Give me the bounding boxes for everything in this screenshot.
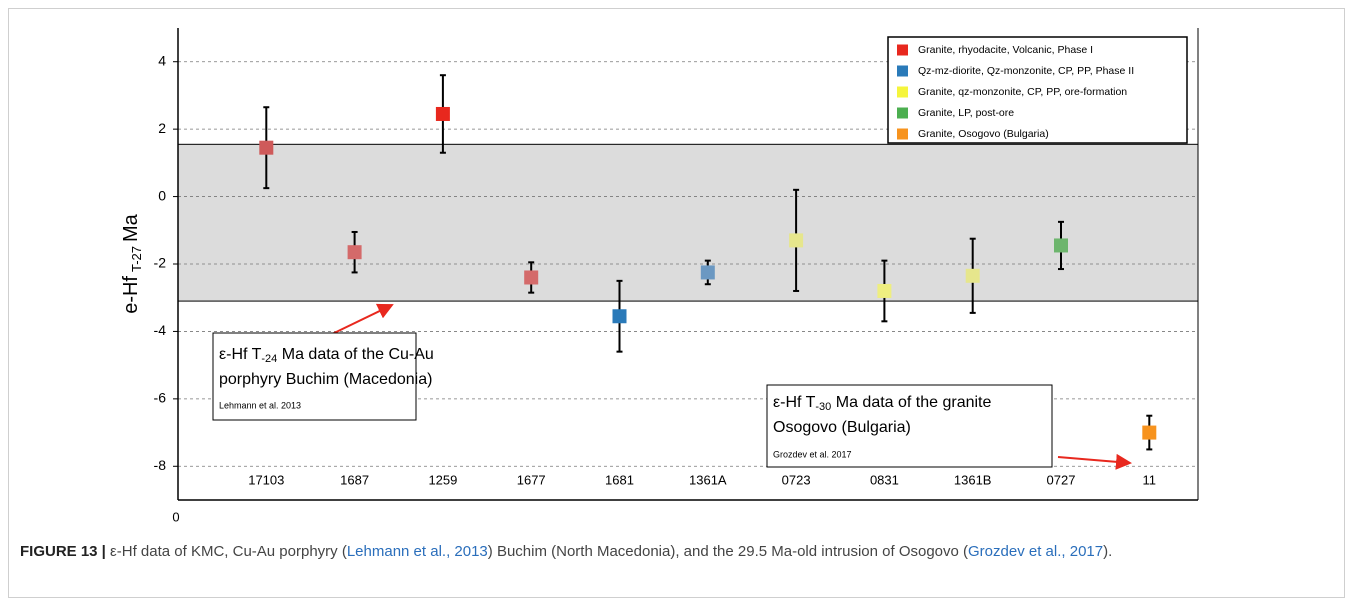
data-point — [347, 245, 362, 260]
x-tick-label: 1361A — [689, 472, 727, 487]
caption-link[interactable]: Lehmann et al., 2013 — [346, 543, 488, 560]
annotation-sub: -30 — [815, 401, 831, 413]
y-label-main: e-Hf — [120, 276, 142, 314]
chart: 0 e-Hf T-27 Ma Granite, rhyodacite, Volcan… — [120, 28, 1199, 524]
y-tick-label: 4 — [158, 52, 166, 68]
annotation-text: Ma data of the Cu-Au — [277, 346, 434, 363]
y-tick-label: 2 — [158, 120, 166, 136]
annotation-text: Ma data of the granite — [831, 394, 991, 411]
legend-label: Granite, qz-monzonite, CP, PP, ore-forma… — [918, 86, 1127, 98]
caption-label: FIGURE 13 | — [20, 543, 106, 560]
arrow — [329, 303, 394, 336]
legend-swatch — [897, 65, 908, 77]
x-tick-label: 17103 — [248, 472, 284, 487]
x-tick-label: 1681 — [605, 472, 634, 487]
x-tick-label: 1259 — [428, 472, 457, 487]
figure-caption: FIGURE 13 | ε-Hf data of KMC, Cu-Au porp… — [20, 540, 1330, 564]
data-point — [965, 268, 980, 283]
legend-swatch — [897, 86, 908, 98]
caption-text: ). — [1103, 543, 1113, 560]
annotation-sub: -24 — [261, 353, 277, 365]
legend-swatch — [897, 128, 908, 140]
legend-box — [887, 36, 1188, 144]
y-tick-label: 0 — [158, 187, 166, 203]
y-tick-label: -4 — [154, 322, 167, 338]
data-point — [524, 270, 539, 285]
x-tick-label: 0831 — [870, 472, 899, 487]
data-point — [1054, 238, 1068, 253]
annotation-box — [766, 384, 1053, 468]
x-tick-label: 0727 — [1047, 472, 1076, 487]
x-tick-label: 1687 — [340, 472, 369, 487]
y-tick-label: -6 — [154, 390, 167, 406]
figure-frame — [8, 8, 1345, 598]
annotation-line: ε-Hf T-30 Ma data of the granite — [773, 394, 992, 413]
annotation-ref: Grozdev et al. 2017 — [773, 449, 852, 459]
caption-text: ) Buchim (North Macedonia), and the 29.5… — [487, 543, 969, 560]
x-tick-label: 1361B — [954, 472, 992, 487]
reference-band — [177, 143, 1199, 302]
legend-swatch — [897, 107, 908, 119]
y-tick-label: -8 — [154, 457, 167, 473]
caption-link[interactable]: Grozdev et al., 2017 — [968, 543, 1104, 560]
legend-label: Granite, Osogovo (Bulgaria) — [918, 128, 1049, 140]
legend-label: Qz-mz-diorite, Qz-monzonite, CP, PP, Pha… — [918, 65, 1134, 77]
annotation-line: Osogovo (Bulgaria) — [773, 419, 911, 436]
annotation-ref: Lehmann et al. 2013 — [219, 400, 301, 410]
x-tick-label: 1677 — [517, 472, 546, 487]
annotation-box — [212, 332, 417, 421]
annotation-line: porphyry Buchim (Macedonia) — [219, 371, 432, 388]
y-label-unit: Ma — [120, 213, 142, 242]
y-label-sub: T-27 — [129, 246, 144, 272]
x-origin-label: 0 — [172, 509, 179, 524]
annotation-line: ε-Hf T-24 Ma data of the Cu-Au — [219, 346, 434, 365]
x-tick-label: 11 — [1143, 472, 1157, 487]
x-tick-label: 0723 — [782, 472, 811, 487]
annotation-text: ε-Hf T — [219, 346, 262, 363]
legend-label: Granite, rhyodacite, Volcanic, Phase I — [918, 44, 1093, 56]
data-point — [612, 309, 627, 324]
arrow — [1057, 453, 1132, 470]
annotation-text: ε-Hf T — [773, 394, 816, 411]
data-point — [259, 140, 274, 155]
legend-label: Granite, LP, post-ore — [918, 107, 1014, 119]
data-point — [877, 283, 892, 298]
caption-text: ε-Hf data of KMC, Cu-Au porphyry ( — [105, 543, 347, 560]
legend-swatch — [897, 44, 908, 56]
data-point — [700, 265, 715, 280]
y-axis-label: e-Hf T-27 Ma — [120, 213, 144, 313]
data-point — [1142, 425, 1157, 440]
data-point — [789, 233, 804, 248]
data-point — [435, 106, 450, 121]
y-tick-label: -2 — [154, 255, 167, 271]
